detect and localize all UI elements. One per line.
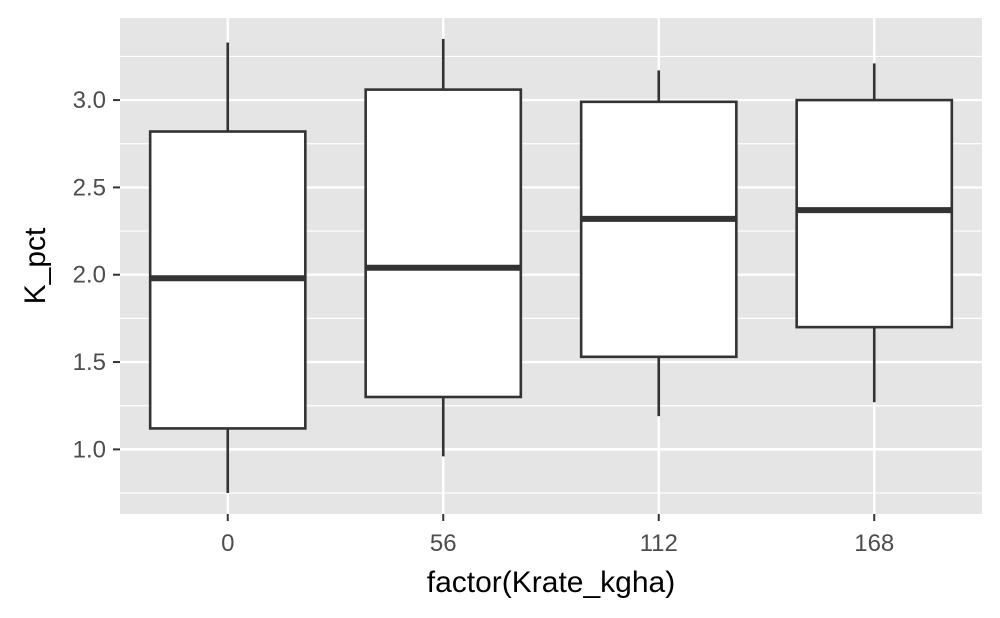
box-0 <box>148 42 307 494</box>
box-iqr <box>364 88 523 399</box>
x-tick-label: 168 <box>854 530 894 557</box>
box-iqr <box>795 98 954 329</box>
y-tick-label: 3.0 <box>73 87 106 114</box>
box-112 <box>579 70 738 417</box>
y-tick-label: 1.0 <box>73 436 106 463</box>
box-168 <box>795 63 954 403</box>
y-axis: 1.0 1.5 2.0 2.5 3.0 <box>73 87 120 463</box>
y-tick-label: 2.5 <box>73 174 106 201</box>
box-iqr <box>579 100 738 359</box>
x-tick-label: 112 <box>640 530 678 557</box>
y-axis-title: K_pct <box>19 227 52 304</box>
y-tick-label: 1.5 <box>73 349 106 376</box>
x-axis-title: factor(Krate_kgha) <box>427 566 675 599</box>
x-axis: 0 56 112 168 <box>221 514 894 557</box>
box-56 <box>364 38 523 457</box>
y-tick-label: 2.0 <box>73 262 106 289</box>
box-series <box>148 38 954 494</box>
x-tick-label: 56 <box>430 530 457 557</box>
x-tick-label: 0 <box>221 530 234 557</box>
